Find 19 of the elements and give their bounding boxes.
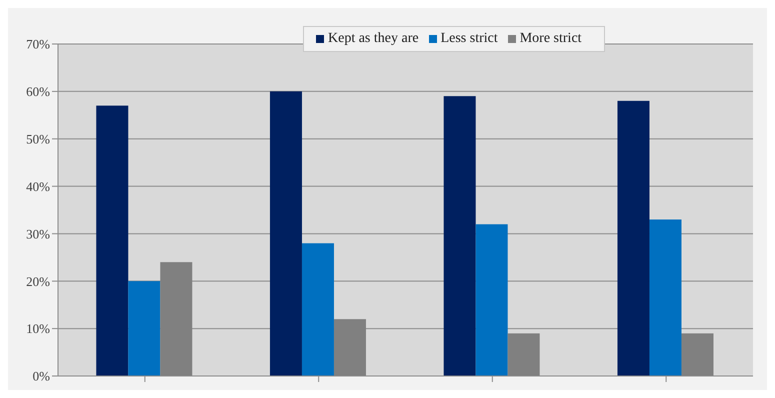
y-tick-label: 40% — [26, 178, 50, 194]
bar — [302, 243, 334, 376]
y-tick-label: 0% — [32, 368, 50, 384]
y-tick-label: 30% — [26, 226, 50, 242]
legend-label: More strict — [520, 31, 582, 46]
bar — [617, 100, 650, 376]
y-tick-label: 60% — [26, 84, 50, 100]
y-tick-label: 70% — [26, 36, 50, 52]
bar — [128, 281, 160, 376]
bar — [649, 219, 682, 376]
y-tick-label: 20% — [26, 274, 50, 289]
bar — [444, 96, 476, 376]
legend-label: Less strict — [440, 31, 498, 46]
bar — [96, 106, 128, 376]
legend-label: Kept as they are — [328, 31, 419, 46]
bar — [476, 224, 508, 376]
y-tick-label: 50% — [26, 131, 50, 146]
y-tick-label: 10% — [26, 321, 50, 336]
bar — [270, 91, 302, 376]
